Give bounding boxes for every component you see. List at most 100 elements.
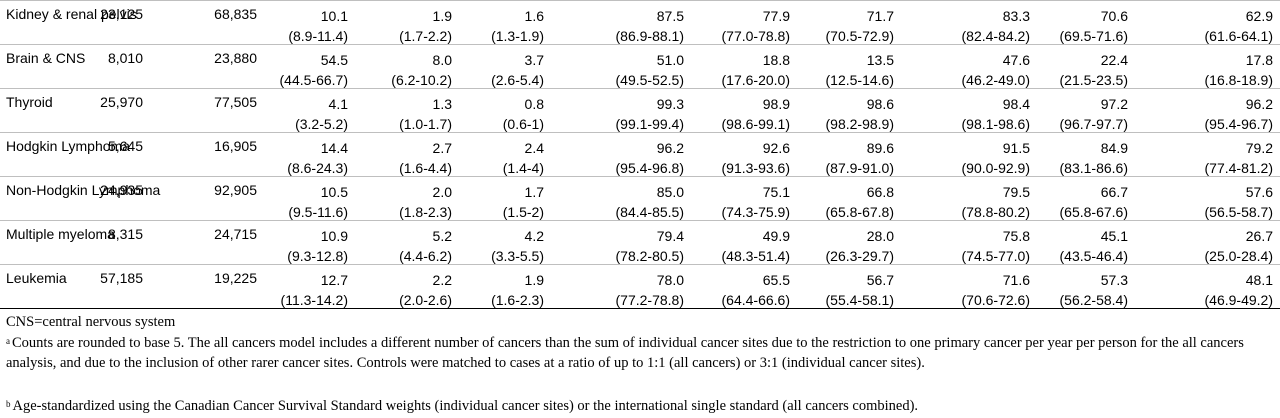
- estimate-cell: 22.4 (21.5-23.5): [1060, 50, 1128, 90]
- estimate-cell: 4.1 (3.2-5.2): [295, 94, 348, 134]
- confidence-interval: (83.1-86.6): [1059, 160, 1128, 176]
- cancer-site-label: Hodgkin Lymphoma: [6, 138, 130, 154]
- cancer-site-label: Thyroid: [6, 94, 53, 110]
- estimate-value: 18.8: [762, 52, 790, 68]
- estimate-cell: 3.7 (2.6-5.4): [491, 50, 544, 90]
- confidence-interval: (2.0-2.6): [399, 292, 452, 308]
- estimate-cell: 12.7 (11.3-14.2): [281, 270, 348, 310]
- estimate-value: 66.7: [1100, 184, 1128, 200]
- estimate-cell: 62.9 (61.6-64.1): [1205, 6, 1273, 46]
- estimate-value: 98.4: [1002, 96, 1030, 112]
- estimate-value: 2.7: [432, 140, 452, 156]
- confidence-interval: (65.8-67.8): [825, 204, 894, 220]
- confidence-interval: (9.3-12.8): [287, 248, 348, 264]
- estimate-value: 57.6: [1245, 184, 1273, 200]
- estimate-cell: 1.6 (1.3-1.9): [491, 6, 544, 46]
- estimate-cell: 48.1 (46.9-49.2): [1205, 270, 1273, 310]
- estimate-cell: 79.2 (77.4-81.2): [1205, 138, 1273, 178]
- table-row: Non-Hodgkin Lymphoma 24,935 92,905 10.5 (9.5…: [0, 177, 1280, 221]
- estimate-value: 92.6: [762, 140, 790, 156]
- table-row: Thyroid 25,970 77,505 4.1 (3.2-5.2) 1.3 (1.0-1…: [0, 89, 1280, 133]
- footnote-abbreviation-text: CNS=central nervous system: [6, 314, 176, 330]
- estimate-cell: 84.9 (83.1-86.6): [1060, 138, 1128, 178]
- confidence-interval: (8.9-11.4): [288, 28, 348, 44]
- confidence-interval: (2.6-5.4): [491, 72, 544, 88]
- confidence-interval: (3.3-5.5): [491, 248, 544, 264]
- footnote-b-marker: b: [6, 399, 11, 409]
- estimate-cell: 54.5 (44.5-66.7): [280, 50, 348, 90]
- estimate-cell: 1.9 (1.6-2.3): [491, 270, 544, 310]
- confidence-interval: (1.6-2.3): [491, 292, 544, 308]
- controls-count: 24,715: [214, 226, 257, 242]
- estimate-value: 2.4: [524, 140, 544, 156]
- cases-count: 5,645: [107, 138, 143, 154]
- confidence-interval: (1.6-4.4): [399, 160, 452, 176]
- confidence-interval: (1.8-2.3): [399, 204, 452, 220]
- estimate-cell: 17.8 (16.8-18.9): [1205, 50, 1273, 90]
- estimate-value: 48.1: [1245, 272, 1273, 288]
- footnote-a-marker: a: [6, 336, 10, 346]
- estimate-cell: 2.0 (1.8-2.3): [399, 182, 452, 222]
- estimate-value: 1.9: [524, 272, 544, 288]
- estimate-value: 65.5: [762, 272, 790, 288]
- confidence-interval: (12.5-14.6): [825, 72, 894, 88]
- estimate-value: 8.0: [432, 52, 452, 68]
- estimate-value: 2.2: [432, 272, 452, 288]
- cancer-site-label: Leukemia: [6, 270, 67, 286]
- estimate-cell: 57.6 (56.5-58.7): [1205, 182, 1273, 222]
- estimate-cell: 14.4 (8.6-24.3): [287, 138, 348, 178]
- estimate-value: 47.6: [1002, 52, 1030, 68]
- estimate-value: 97.2: [1100, 96, 1128, 112]
- confidence-interval: (95.4-96.7): [1204, 116, 1273, 132]
- estimate-value: 54.5: [320, 52, 348, 68]
- estimate-cell: 66.8 (65.8-67.8): [826, 182, 894, 222]
- confidence-interval: (69.5-71.6): [1059, 28, 1128, 44]
- estimate-cell: 51.0 (49.5-52.5): [616, 50, 684, 90]
- estimate-cell: 56.7 (55.4-58.1): [826, 270, 894, 310]
- cancer-site-label: Brain & CNS: [6, 50, 86, 66]
- confidence-interval: (56.5-58.7): [1204, 204, 1273, 220]
- estimate-cell: 70.6 (69.5-71.6): [1060, 6, 1128, 46]
- table-row: Kidney & renal pelvis 23,125 68,835 10.1 (8.…: [0, 0, 1280, 45]
- confidence-interval: (77.0-78.8): [721, 28, 790, 44]
- confidence-interval: (70.6-72.6): [961, 292, 1030, 308]
- estimate-cell: 71.6 (70.6-72.6): [962, 270, 1030, 310]
- confidence-interval: (46.2-49.0): [961, 72, 1030, 88]
- footnote-a-text: Counts are rounded to base 5. The all ca…: [6, 335, 1244, 371]
- confidence-interval: (78.8-80.2): [961, 204, 1030, 220]
- estimate-value: 98.6: [866, 96, 894, 112]
- estimate-cell: 89.6 (87.9-91.0): [826, 138, 894, 178]
- estimate-cell: 5.2 (4.4-6.2): [399, 226, 452, 266]
- estimate-value: 1.9: [432, 8, 452, 24]
- controls-count: 16,905: [214, 138, 257, 154]
- estimate-value: 56.7: [866, 272, 894, 288]
- estimate-cell: 85.0 (84.4-85.5): [616, 182, 684, 222]
- estimate-value: 75.1: [762, 184, 790, 200]
- estimate-value: 87.5: [656, 8, 684, 24]
- estimate-value: 70.6: [1100, 8, 1128, 24]
- estimate-cell: 91.5 (90.0-92.9): [962, 138, 1030, 178]
- estimate-value: 22.4: [1100, 52, 1128, 68]
- confidence-interval: (90.0-92.9): [961, 160, 1030, 176]
- confidence-interval: (55.4-58.1): [825, 292, 894, 308]
- confidence-interval: (98.6-99.1): [721, 116, 790, 132]
- estimate-cell: 1.7 (1.5-2): [503, 182, 544, 222]
- confidence-interval: (98.1-98.6): [961, 116, 1030, 132]
- confidence-interval: (3.2-5.2): [295, 116, 348, 132]
- estimate-value: 79.4: [656, 228, 684, 244]
- confidence-interval: (99.1-99.4): [615, 116, 684, 132]
- confidence-interval: (77.4-81.2): [1204, 160, 1273, 176]
- cancer-site-label: Non-Hodgkin Lymphoma: [6, 182, 161, 198]
- estimate-value: 14.4: [320, 140, 348, 156]
- confidence-interval: (82.4-84.2): [961, 28, 1030, 44]
- estimate-value: 66.8: [866, 184, 894, 200]
- estimate-value: 1.6: [524, 8, 544, 24]
- estimate-value: 1.3: [432, 96, 452, 112]
- confidence-interval: (64.4-66.6): [721, 292, 790, 308]
- estimate-cell: 75.8 (74.5-77.0): [962, 226, 1030, 266]
- confidence-interval: (49.5-52.5): [615, 72, 684, 88]
- estimate-value: 96.2: [1245, 96, 1273, 112]
- estimate-value: 13.5: [866, 52, 894, 68]
- estimate-cell: 8.0 (6.2-10.2): [391, 50, 452, 90]
- estimate-value: 51.0: [656, 52, 684, 68]
